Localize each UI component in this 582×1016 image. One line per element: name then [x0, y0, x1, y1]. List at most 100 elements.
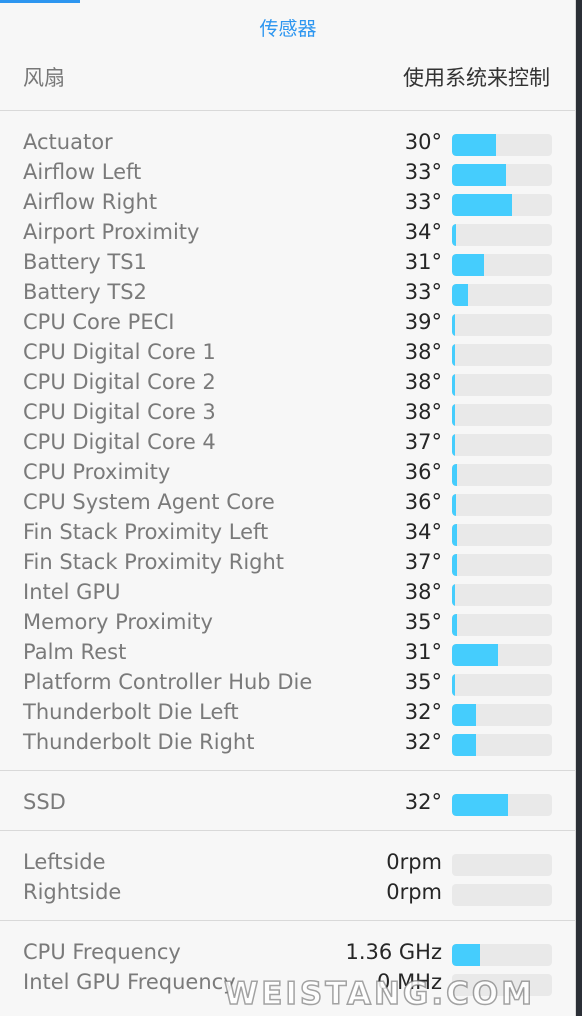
sensor-level-bar	[452, 794, 552, 816]
sensor-level-bar	[452, 434, 552, 456]
sensor-level-bar	[452, 254, 552, 276]
sensor-level-fill	[452, 224, 456, 246]
sensor-level-bar	[452, 464, 552, 486]
sensor-value: 0rpm	[386, 880, 442, 904]
sensor-value: 37°	[404, 550, 442, 574]
sensor-row: Battery TS1 31°	[0, 247, 575, 277]
sensor-row: Actuator 30°	[0, 127, 575, 157]
sensor-value: 38°	[404, 400, 442, 424]
sensor-level-bar	[452, 944, 552, 966]
sensor-level-bar	[452, 674, 552, 696]
sensor-row: CPU Proximity 36°	[0, 457, 575, 487]
fan-control-row[interactable]: 风扇 使用系统来控制	[0, 54, 575, 110]
sensor-value: 38°	[404, 580, 442, 604]
temperature-sensor-list: Actuator 30° Airflow Left 33° Airflow Right 3…	[0, 127, 575, 757]
sensor-value: 35°	[404, 670, 442, 694]
sensor-row: Platform Controller Hub Die 35°	[0, 667, 575, 697]
frequency-list: CPU Frequency 1.36 GHz Intel GPU Frequency…	[0, 937, 575, 997]
sensor-value: 38°	[404, 370, 442, 394]
sensor-name: Airflow Left	[23, 160, 142, 184]
sensor-level-fill	[452, 944, 480, 966]
sensor-level-fill	[452, 494, 456, 516]
sensor-value: 0rpm	[386, 850, 442, 874]
sensor-level-bar	[452, 494, 552, 516]
sensor-level-fill	[452, 464, 457, 486]
sensor-row: Thunderbolt Die Right 32°	[0, 727, 575, 757]
sensor-name: CPU Digital Core 3	[23, 400, 216, 424]
fan-control-mode[interactable]: 使用系统来控制	[403, 66, 550, 90]
sensor-value: 39°	[404, 310, 442, 334]
sensor-level-fill	[452, 164, 506, 186]
divider	[0, 110, 575, 111]
sensor-row: CPU Digital Core 2 38°	[0, 367, 575, 397]
sensor-row: CPU Digital Core 4 37°	[0, 427, 575, 457]
sensor-value: 31°	[404, 250, 442, 274]
sensor-name: CPU Proximity	[23, 460, 171, 484]
sensor-name: CPU Digital Core 1	[23, 340, 216, 364]
sensor-value: 38°	[404, 340, 442, 364]
sensor-name: Actuator	[23, 130, 113, 154]
sensor-name: Rightside	[23, 880, 122, 904]
sensor-level-fill	[452, 404, 455, 426]
sensor-name: Fin Stack Proximity Right	[23, 550, 285, 574]
sensor-name: CPU Frequency	[23, 940, 181, 964]
sensor-row: Palm Rest 31°	[0, 637, 575, 667]
sensor-name: Thunderbolt Die Left	[23, 700, 239, 724]
sensor-row: Airflow Right 33°	[0, 187, 575, 217]
sensor-row: CPU System Agent Core 36°	[0, 487, 575, 517]
sensor-row: CPU Core PECI 39°	[0, 307, 575, 337]
sensor-value: 36°	[404, 490, 442, 514]
sensor-level-bar	[452, 614, 552, 636]
sensor-level-fill	[452, 644, 498, 666]
sensor-name: Thunderbolt Die Right	[23, 730, 255, 754]
sensor-value: 33°	[404, 160, 442, 184]
sensor-row: SSD 32°	[0, 787, 575, 817]
sensor-name: CPU Digital Core 4	[23, 430, 216, 454]
sensor-level-fill	[452, 344, 455, 366]
sensor-level-fill	[452, 374, 455, 396]
sensor-row: Rightside 0rpm	[0, 877, 575, 907]
sensor-name: Intel GPU	[23, 580, 121, 604]
sensor-level-bar	[452, 974, 552, 996]
sensor-level-fill	[452, 134, 496, 156]
sensor-name: Palm Rest	[23, 640, 127, 664]
sensor-value: 36°	[404, 460, 442, 484]
sensor-row: Airport Proximity 34°	[0, 217, 575, 247]
sensor-row: Fin Stack Proximity Right 37°	[0, 547, 575, 577]
sensor-value: 30°	[404, 130, 442, 154]
sensor-name: CPU Core PECI	[23, 310, 175, 334]
sensor-level-fill	[452, 284, 468, 306]
sensor-level-fill	[452, 314, 455, 336]
sensor-level-bar	[452, 704, 552, 726]
sensor-row: Memory Proximity 35°	[0, 607, 575, 637]
fan-control-label: 风扇	[23, 66, 65, 90]
sensor-name: SSD	[23, 790, 66, 814]
sensor-level-bar	[452, 644, 552, 666]
desktop-edge	[576, 0, 582, 1016]
sensor-level-bar	[452, 404, 552, 426]
sensor-name: Airport Proximity	[23, 220, 200, 244]
sensor-level-bar	[452, 134, 552, 156]
sensor-level-bar	[452, 194, 552, 216]
sensor-level-fill	[452, 734, 476, 756]
sensor-name: Fin Stack Proximity Left	[23, 520, 269, 544]
sensor-row: Thunderbolt Die Left 32°	[0, 697, 575, 727]
sensor-level-bar	[452, 854, 552, 876]
storage-sensor-list: SSD 32°	[0, 787, 575, 817]
tab-sensors[interactable]: 传感器	[259, 18, 317, 40]
sensor-value: 0 MHz	[377, 970, 442, 994]
divider	[0, 920, 575, 921]
sensor-level-fill	[452, 554, 457, 576]
sensor-name: Battery TS2	[23, 280, 147, 304]
sensor-row: CPU Digital Core 3 38°	[0, 397, 575, 427]
sensor-value: 32°	[404, 790, 442, 814]
sensor-row: Battery TS2 33°	[0, 277, 575, 307]
sensor-level-bar	[452, 224, 552, 246]
sensor-level-fill	[452, 524, 457, 546]
sensor-name: Platform Controller Hub Die	[23, 670, 313, 694]
fan-speed-list: Leftside 0rpm Rightside 0rpm	[0, 847, 575, 907]
sensor-row: Intel GPU 38°	[0, 577, 575, 607]
sensor-name: Memory Proximity	[23, 610, 213, 634]
sensor-level-bar	[452, 884, 552, 906]
